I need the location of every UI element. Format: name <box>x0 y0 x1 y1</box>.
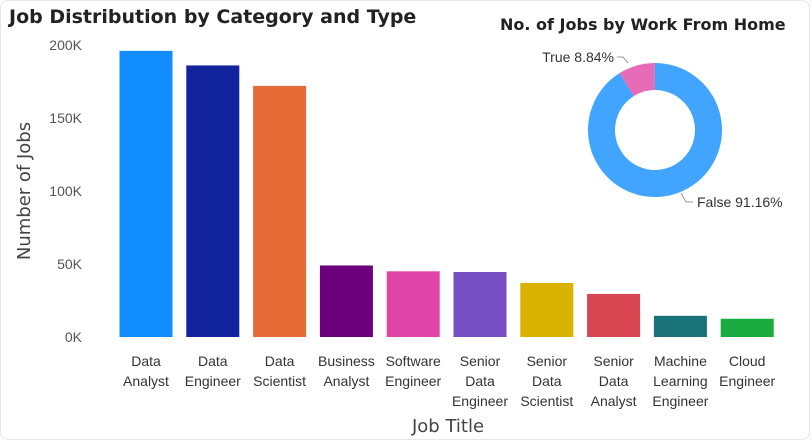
x-category-label: Software Engineer <box>385 353 441 389</box>
bar <box>386 271 440 337</box>
donut-label-true: True 8.84% <box>542 49 614 65</box>
x-category-label: Machine Learning Engineer <box>652 353 708 409</box>
x-category-label: Business Analyst <box>318 353 375 389</box>
y-tick-label: 0K <box>65 329 83 345</box>
x-category-label: Senior Data Engineer <box>452 353 508 409</box>
y-tick-label: 50K <box>57 256 83 272</box>
donut-chart-title: No. of Jobs by Work From Home <box>500 15 786 34</box>
x-category-label: Data Engineer <box>185 353 241 389</box>
y-tick-label: 100K <box>49 183 82 199</box>
x-axis-categories: Data Analyst Data Engineer Data Scientist Busi… <box>123 353 776 409</box>
y-axis-ticks: 0K 50K 100K 150K 200K <box>49 37 82 345</box>
bar <box>587 293 641 337</box>
bar <box>453 272 507 337</box>
x-category-label: Cloud Engineer <box>719 353 775 389</box>
donut-chart <box>588 63 722 197</box>
donut-label-false: False 91.16% <box>697 194 783 210</box>
x-category-label: Senior Data Analyst <box>591 353 637 409</box>
chart-title: Job Distribution by Category and Type <box>9 6 417 28</box>
y-tick-label: 150K <box>49 110 82 126</box>
bar <box>253 85 307 337</box>
y-axis-title: Number of Jobs <box>14 122 35 260</box>
donut-leader-line <box>680 192 693 203</box>
bar <box>319 265 373 337</box>
donut-slice <box>619 63 655 97</box>
donut-labels: True 8.84% False 91.16% <box>542 49 782 210</box>
bar <box>186 65 240 337</box>
bar <box>653 315 707 337</box>
donut-leader-line <box>617 56 629 64</box>
y-tick-label: 200K <box>49 37 82 53</box>
x-category-label: Data Analyst <box>123 353 169 389</box>
bar <box>520 282 574 337</box>
x-category-label: Senior Data Scientist <box>520 353 573 409</box>
bars-group <box>119 50 774 338</box>
bar <box>119 50 173 338</box>
x-category-label: Data Scientist <box>253 353 306 389</box>
donut-slice <box>588 63 722 197</box>
bar <box>720 318 774 337</box>
x-axis-title: Job Title <box>411 416 484 437</box>
